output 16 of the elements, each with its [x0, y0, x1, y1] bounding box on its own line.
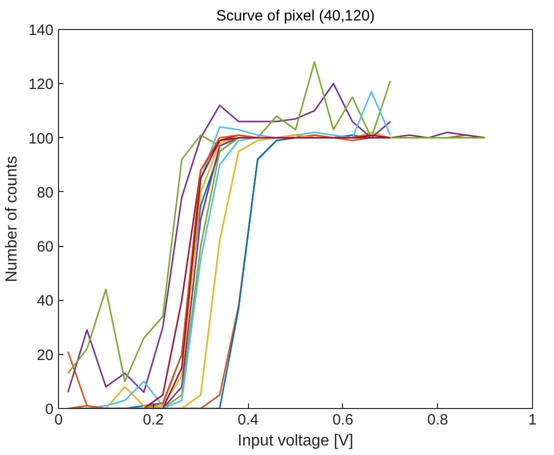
x-tick-label: 0.6: [332, 412, 354, 428]
y-axis-title: Number of counts: [3, 156, 20, 282]
y-tick-label: 80: [36, 184, 54, 202]
x-tick-label: 1: [528, 412, 537, 428]
y-tick-label: 40: [36, 292, 54, 310]
x-tick-label: 0.8: [427, 412, 448, 428]
y-tick-label: 0: [45, 401, 54, 418]
y-tick-label: 100: [28, 130, 54, 148]
chart-title: Scurve of pixel (40,120): [216, 8, 375, 24]
y-tick-label: 20: [36, 346, 54, 364]
x-axis-title: Input voltage [V]: [238, 432, 354, 450]
x-tick-label: 0.2: [142, 412, 164, 428]
y-tick-label: 140: [28, 22, 54, 39]
y-tick-label: 60: [36, 238, 54, 256]
y-tick-label: 120: [28, 76, 54, 94]
x-tick-label: 0.4: [238, 412, 259, 428]
